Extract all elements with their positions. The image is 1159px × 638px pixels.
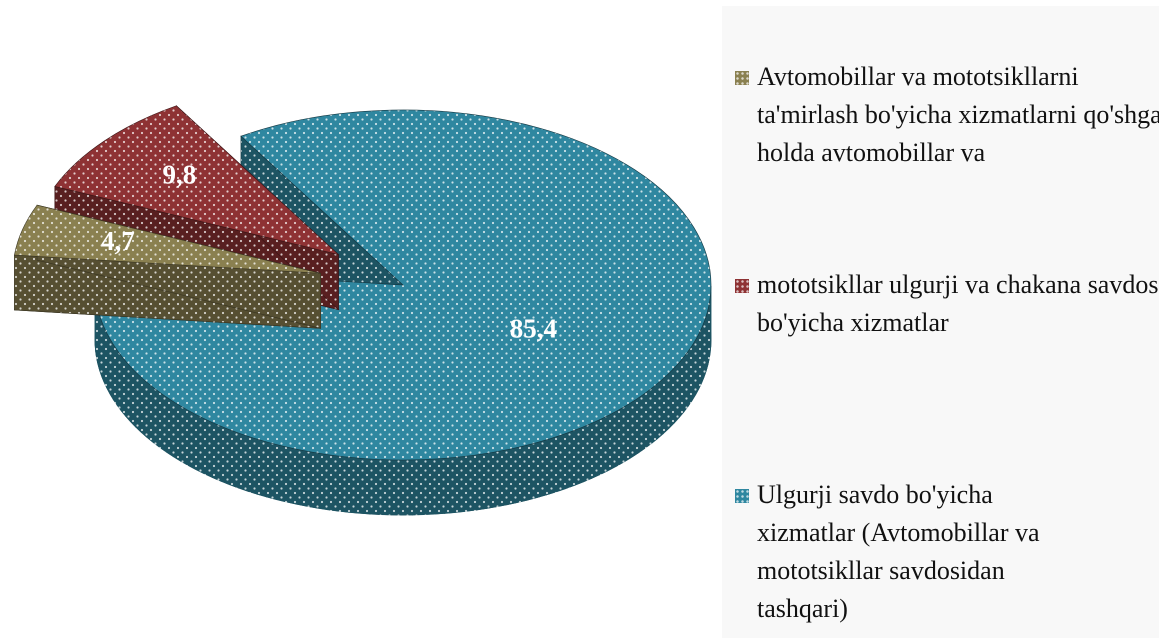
slice-outer-wall — [146, 381, 154, 444]
slice-outer-wall — [698, 327, 702, 390]
slice-outer-wall — [555, 433, 566, 493]
slice-outer-wall — [187, 409, 197, 471]
slice-outer-wall — [295, 448, 307, 507]
slice-outer-wall — [433, 457, 445, 515]
slice-outer-wall — [444, 457, 456, 514]
slice-outer-wall — [337, 455, 349, 513]
slice-outer-wall — [106, 332, 111, 394]
slice-outer-wall — [545, 436, 557, 496]
legend-swatch — [735, 71, 749, 85]
slice-outer-wall — [390, 459, 403, 516]
slice-outer-wall — [276, 444, 287, 503]
slice-outer-wall — [238, 432, 249, 492]
slice-outer-wall — [486, 451, 498, 509]
data-label: 4,7 — [101, 226, 135, 256]
slice-outer-wall — [564, 429, 575, 490]
legend-swatch — [735, 489, 749, 503]
slice-outer-wall — [526, 442, 538, 501]
slice-outer-wall — [125, 359, 131, 423]
slice-outer-wall — [159, 391, 167, 453]
slice-outer-wall — [657, 377, 664, 440]
slice-outer-wall — [347, 456, 360, 514]
slice-outer-wall — [607, 410, 617, 472]
slice-outer-wall — [379, 459, 392, 516]
slice-outer-wall — [172, 400, 181, 462]
slice-outer-wall — [152, 386, 160, 448]
slice-outer-wall — [180, 405, 189, 467]
slice-outer-wall — [623, 401, 632, 463]
legend-item: Avtomobillar va mototsikllarni ta'mirlas… — [735, 58, 1159, 172]
legend-label: mototsikllar ulgurji va chakana savdosi … — [757, 270, 1159, 337]
pie-plot: 85,4 9,8 4,7 — [14, 105, 712, 516]
slice-outer-wall — [266, 441, 277, 501]
slice-outer-wall — [506, 447, 518, 506]
slice-outer-wall — [369, 458, 381, 515]
slice-outer-wall — [316, 452, 328, 511]
slice-outer-wall — [326, 454, 339, 512]
slice-outer-wall — [358, 457, 370, 515]
slice-outer-wall — [109, 336, 114, 401]
legend-item: Ulgurji savdo bo'yicha xizmatlar (Avtomo… — [735, 476, 1057, 628]
slice-outer-wall — [112, 342, 118, 407]
slice-outer-wall — [195, 413, 205, 475]
slice-outer-wall — [229, 429, 240, 489]
slice-outer-wall — [306, 450, 318, 509]
slice-outer-wall — [663, 372, 670, 435]
slice-outer-wall — [644, 387, 652, 450]
slice-outer-wall — [220, 425, 231, 486]
slice-outer-wall — [165, 396, 174, 458]
slice-outer-wall — [285, 446, 297, 505]
legend-item: mototsikllar ulgurji va chakana savdosi … — [735, 266, 1159, 342]
slice-outer-wall — [668, 366, 675, 430]
slice-outer-wall — [103, 326, 107, 388]
slice-outer-wall — [247, 435, 258, 495]
data-label: 85,4 — [510, 314, 557, 344]
slice-outer-wall — [496, 449, 508, 508]
slice-outer-wall — [650, 382, 658, 445]
slice-top — [94, 109, 712, 461]
slice-outer-wall — [454, 455, 467, 513]
slice-outer-wall — [256, 438, 268, 498]
slice-outer-wall — [683, 350, 689, 414]
slice-outer-wall — [582, 422, 592, 483]
slice-outer-wall — [135, 370, 142, 434]
legend-label: Avtomobillar va mototsikllarni ta'mirlas… — [757, 62, 1159, 167]
slice-outer-wall — [630, 397, 639, 459]
slice-outer-wall — [573, 426, 584, 487]
slice-outer-wall — [211, 421, 222, 482]
slice-outer-wall — [591, 418, 601, 479]
slice-outer-wall — [120, 354, 126, 418]
slice-outer-wall — [615, 406, 625, 468]
slice-outer-wall — [691, 338, 696, 402]
slice-outer-wall — [116, 348, 122, 412]
legend-label: Ulgurji savdo bo'yicha xizmatlar (Avtomo… — [757, 480, 1040, 623]
legend-swatch — [735, 279, 749, 293]
slice-top — [14, 204, 321, 274]
slice-outer-wall — [203, 417, 213, 479]
slice-top — [54, 105, 340, 256]
slice-outer-wall — [401, 459, 413, 516]
slice-outer-wall — [599, 414, 609, 476]
legend: Avtomobillar va mototsikllarni ta'mirlas… — [722, 6, 1159, 638]
slice-outer-wall — [130, 365, 136, 428]
slice-outer-wall — [140, 376, 148, 439]
slice-outer-wall — [637, 392, 646, 454]
slice-outer-wall — [687, 344, 693, 408]
data-label: 9,8 — [163, 159, 197, 189]
slice-outer-wall — [695, 333, 700, 396]
slice-outer-wall — [516, 444, 528, 504]
slice-outer-wall — [678, 355, 685, 419]
pie-slice — [14, 204, 321, 329]
slice-outer-wall — [422, 458, 435, 516]
slice-outer-wall — [465, 454, 477, 512]
slice-outer-wall — [536, 439, 547, 499]
slice-outer-wall — [673, 361, 680, 424]
slice-outer-wall — [475, 452, 487, 511]
slice-outer-wall — [411, 459, 424, 516]
